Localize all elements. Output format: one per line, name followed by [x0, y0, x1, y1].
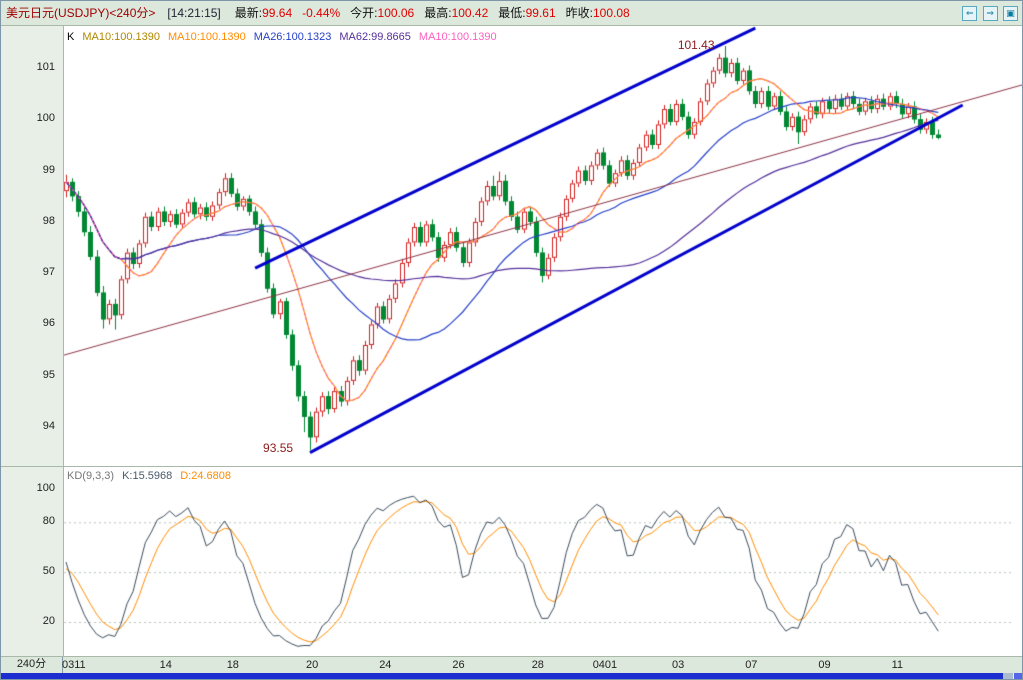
quote-prev-close: 昨收:100.08: [566, 6, 630, 20]
price-axis-label: 97: [42, 266, 55, 279]
price-panel: 101 100 99 98 97 96 95 94 K MA10:100.1390 MA10:10…: [1, 26, 1022, 467]
forward-icon[interactable]: ⇒: [982, 6, 998, 21]
quote-low: 最低:99.61: [498, 6, 555, 20]
time-axis-label: 18: [226, 659, 239, 671]
quote-label: 最低:: [498, 6, 526, 20]
quote-label: 今开:: [350, 6, 378, 20]
ma-legend-item: MA26:100.1323: [253, 31, 332, 43]
quote-value: 100.06: [377, 6, 415, 20]
price-annotation: 93.55: [263, 440, 294, 455]
price-annotation: 101.43: [677, 37, 715, 52]
time-axis-label: 11: [891, 659, 904, 671]
quote-high: 最高:100.42: [424, 6, 488, 20]
time-axis-label: 0311: [62, 659, 86, 671]
time-axis-label: 28: [531, 659, 544, 671]
price-axis-label: 99: [42, 163, 55, 176]
ma-legend-item: K: [67, 31, 75, 43]
kd-legend: KD(9,3,3) K:15.5968 D:24.6808: [67, 470, 239, 482]
window-icon[interactable]: ▣: [1003, 6, 1018, 21]
time-axis-label: 24: [379, 659, 392, 671]
kd-axis-label: 80: [42, 515, 55, 528]
quote-value: 100.42: [451, 6, 489, 20]
kd-legend-item: KD(9,3,3): [67, 470, 115, 482]
quote-value: 100.08: [592, 6, 630, 20]
price-axis-gutter: 101 100 99 98 97 96 95 94: [1, 26, 64, 466]
symbol-title: 美元日元(USDJPY)<240分>: [6, 6, 156, 20]
header: 美元日元(USDJPY)<240分> [14:21:15] 最新:99.64 -0.4…: [1, 1, 1022, 26]
time-axis-label: 20: [306, 659, 319, 671]
scroll-right-button[interactable]: [1013, 673, 1022, 679]
quote-label: 昨收:: [565, 6, 593, 20]
kd-axis-gutter: 100 80 50 20: [1, 467, 64, 656]
quote-last: 最新:99.64: [235, 6, 292, 20]
time-axis-label: 14: [159, 659, 172, 671]
period-label[interactable]: 240分: [1, 657, 63, 673]
price-axis-label: 100: [36, 112, 55, 125]
nav-buttons: ⇐ ⇒ ▣: [960, 5, 1018, 21]
ma-legend: K MA10:100.1390 MA10:100.1390 MA26:100.1323…: [67, 31, 505, 43]
time-axis-label: 07: [745, 659, 758, 671]
price-axis-label: 101: [36, 61, 55, 74]
quote-label: 最新:: [234, 6, 263, 20]
quote-label: 最高:: [424, 6, 452, 20]
h-scrollbar[interactable]: [1, 673, 1022, 679]
price-axis-label: 96: [42, 317, 55, 330]
quote-change: -0.44%: [302, 6, 340, 20]
kd-legend-item: D:24.6808: [180, 470, 231, 482]
time-axis: 240分 0311 14 18 20 24 26 28 0401 03 07 09 11: [1, 657, 1022, 673]
quote-value: 99.64: [262, 6, 293, 20]
time-axis-label: 0401: [592, 659, 618, 671]
kd-axis-label: 20: [42, 615, 55, 627]
time-axis-label: 09: [818, 659, 831, 671]
ma-legend-item: MA62:99.8665: [339, 31, 411, 43]
kd-panel: 100 80 50 20 KD(9,3,3) K:15.5968 D:24.6808: [1, 467, 1022, 657]
scrollbar-thumb[interactable]: [1, 673, 1003, 679]
time-axis-label: 26: [452, 659, 465, 671]
kd-axis-label: 50: [42, 565, 55, 578]
price-axis-label: 94: [42, 420, 55, 433]
clock: [14:21:15]: [167, 6, 221, 20]
kd-chart-canvas[interactable]: [1, 467, 1022, 656]
ma-legend-item: MA10:100.1390: [418, 31, 497, 43]
price-chart-canvas[interactable]: [1, 26, 1022, 466]
kd-legend-item: K:15.5968: [122, 470, 173, 482]
price-axis-label: 95: [42, 368, 55, 381]
ma-legend-item: MA10:100.1390: [168, 31, 246, 43]
back-icon[interactable]: ⇐: [962, 6, 978, 21]
ma-legend-item: MA10:100.1390: [82, 31, 161, 43]
quote-value: 99.61: [525, 6, 556, 20]
time-axis-label: 03: [672, 659, 685, 671]
quote-value: -0.44%: [302, 6, 341, 20]
kd-axis-label: 100: [36, 482, 55, 494]
quote-open: 今开:100.06: [350, 6, 414, 20]
price-axis-label: 98: [42, 214, 55, 227]
